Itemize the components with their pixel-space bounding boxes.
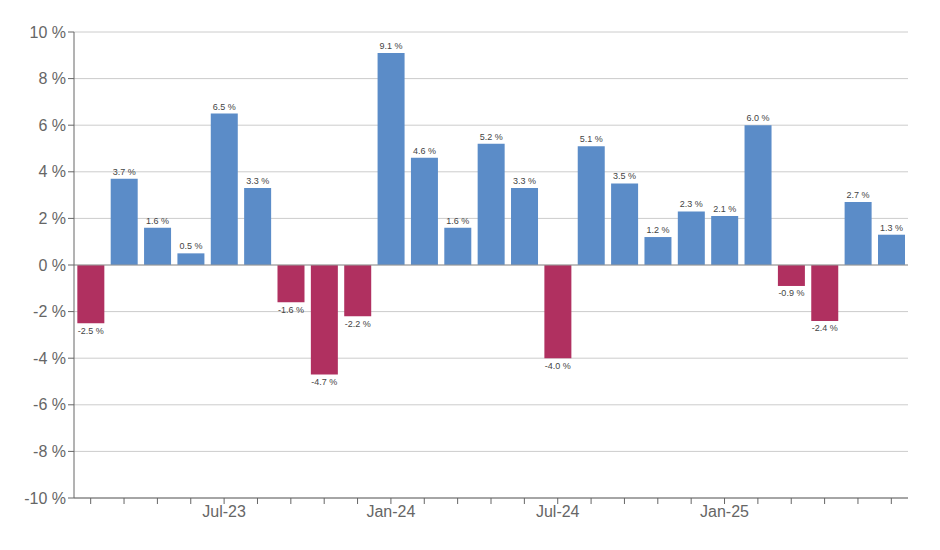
svg-text:-2.4 %: -2.4 % xyxy=(812,323,838,333)
svg-text:3.5 %: 3.5 % xyxy=(613,171,636,181)
svg-text:2.3 %: 2.3 % xyxy=(680,199,703,209)
svg-text:9.1 %: 9.1 % xyxy=(380,41,403,51)
svg-text:6.0 %: 6.0 % xyxy=(747,113,770,123)
svg-text:1.2 %: 1.2 % xyxy=(646,225,669,235)
svg-text:10 %: 10 % xyxy=(30,24,66,41)
svg-text:-1.6 %: -1.6 % xyxy=(278,305,304,315)
svg-text:4.6 %: 4.6 % xyxy=(413,146,436,156)
svg-text:6.5 %: 6.5 % xyxy=(213,102,236,112)
svg-text:4 %: 4 % xyxy=(38,163,66,180)
svg-text:-10 %: -10 % xyxy=(24,490,66,507)
svg-text:5.1 %: 5.1 % xyxy=(580,134,603,144)
svg-text:2 %: 2 % xyxy=(38,210,66,227)
svg-text:-2.2 %: -2.2 % xyxy=(345,319,371,329)
svg-text:-4 %: -4 % xyxy=(33,350,66,367)
svg-text:6 %: 6 % xyxy=(38,117,66,134)
svg-text:Jan-25: Jan-25 xyxy=(700,503,749,520)
svg-text:-4.0 %: -4.0 % xyxy=(545,361,571,371)
svg-text:3.3 %: 3.3 % xyxy=(513,176,536,186)
svg-text:Jul-23: Jul-23 xyxy=(202,503,246,520)
svg-text:-2.5 %: -2.5 % xyxy=(78,326,104,336)
svg-text:1.6 %: 1.6 % xyxy=(446,216,469,226)
svg-text:0 %: 0 % xyxy=(38,257,66,274)
svg-text:8 %: 8 % xyxy=(38,70,66,87)
svg-text:0.5 %: 0.5 % xyxy=(179,241,202,251)
svg-text:1.3 %: 1.3 % xyxy=(880,223,903,233)
svg-text:-4.7 %: -4.7 % xyxy=(311,377,337,387)
svg-text:-0.9 %: -0.9 % xyxy=(778,288,804,298)
svg-text:1.6 %: 1.6 % xyxy=(146,216,169,226)
svg-text:3.7 %: 3.7 % xyxy=(113,167,136,177)
svg-text:2.7 %: 2.7 % xyxy=(847,190,870,200)
svg-text:2.1 %: 2.1 % xyxy=(713,204,736,214)
svg-text:Jan-24: Jan-24 xyxy=(366,503,415,520)
svg-text:Jul-24: Jul-24 xyxy=(536,503,580,520)
svg-text:-6 %: -6 % xyxy=(33,396,66,413)
svg-text:3.3 %: 3.3 % xyxy=(246,176,269,186)
svg-text:5.2 %: 5.2 % xyxy=(480,132,503,142)
svg-text:-8 %: -8 % xyxy=(33,443,66,460)
svg-text:-2 %: -2 % xyxy=(33,303,66,320)
